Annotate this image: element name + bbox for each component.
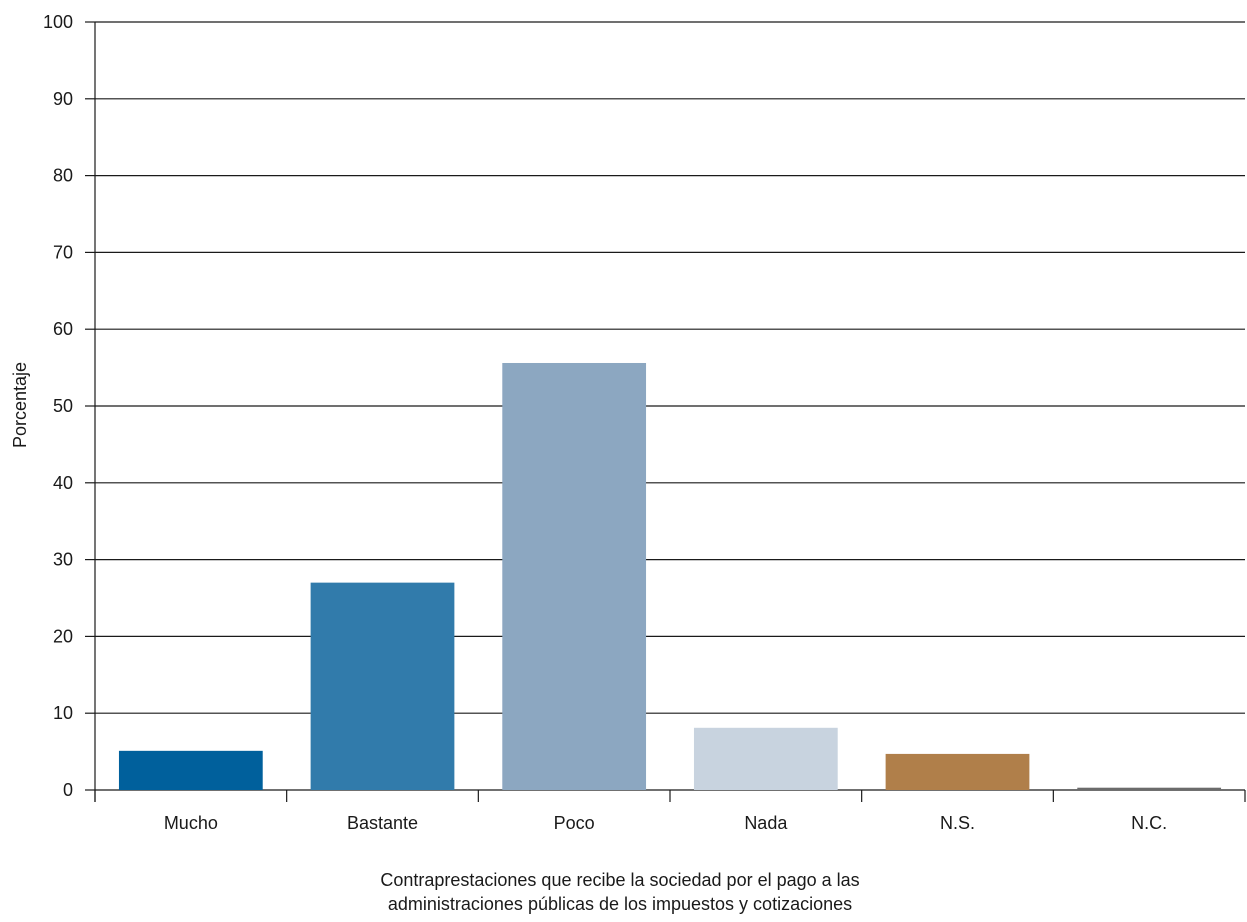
bar-mucho	[118, 750, 263, 790]
x-tick-labels: Mucho Bastante Poco Nada N.S. N.C.	[164, 813, 1167, 833]
y-tick-label-20: 20	[53, 626, 73, 646]
y-tick-label-80: 80	[53, 166, 73, 186]
bar-n-s	[885, 753, 1030, 790]
x-axis-label-line-1: Contraprestaciones que recibe la socieda…	[380, 870, 860, 890]
gridlines	[95, 21, 1245, 791]
bars	[118, 362, 1222, 790]
y-tick-label-10: 10	[53, 703, 73, 723]
y-tick-label-30: 30	[53, 550, 73, 570]
y-tick-label-40: 40	[53, 473, 73, 493]
bar-bastante	[310, 582, 455, 790]
y-tick-label-60: 60	[53, 319, 73, 339]
x-tick-label-n-s: N.S.	[940, 813, 975, 833]
bar-nada	[693, 727, 838, 790]
axes	[85, 21, 1246, 802]
y-tick-label-90: 90	[53, 89, 73, 109]
bar-poco	[502, 362, 647, 790]
x-tick-label-mucho: Mucho	[164, 813, 218, 833]
x-tick-label-bastante: Bastante	[347, 813, 418, 833]
y-tick-label-50: 50	[53, 396, 73, 416]
x-axis-label-line-2: administraciones públicas de los impuest…	[387, 894, 853, 914]
x-tick-label-nada: Nada	[744, 813, 788, 833]
x-axis-label: Contraprestaciones que recibe la socieda…	[300, 868, 940, 916]
y-tick-label-70: 70	[53, 242, 73, 262]
bar-n-c	[1077, 787, 1222, 790]
y-tick-label-100: 100	[43, 12, 73, 32]
x-tick-label-n-c: N.C.	[1131, 813, 1167, 833]
y-tick-labels: 0 10 20 30 40 50 60 70 80 90 100	[43, 12, 73, 800]
y-axis-label: Porcentaje	[10, 362, 30, 448]
y-tick-label-0: 0	[63, 780, 73, 800]
x-tick-label-poco: Poco	[554, 813, 595, 833]
